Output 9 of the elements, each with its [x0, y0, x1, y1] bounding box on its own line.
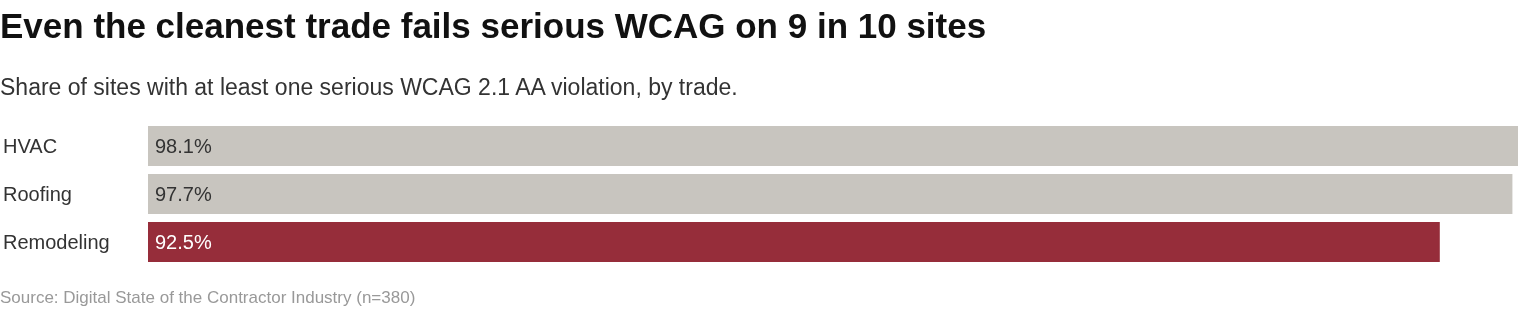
y-tick-label: Roofing [3, 183, 72, 205]
chart-subtitle: Share of sites with at least one serious WCAG 2.1 AA violation, by trade. [0, 73, 739, 102]
chart-title: Even the cleanest trade fails serious WCAG on 9 in 10 sites [0, 5, 988, 47]
data-label: 92.5% [155, 231, 212, 253]
y-tick-label: HVAC [3, 135, 58, 157]
data-label: 98.1% [155, 135, 212, 157]
y-tick-label: Remodeling [3, 231, 110, 253]
data-label: 97.7% [155, 183, 212, 205]
source-note: Source: Digital State of the Contractor Industry (n=380) [0, 287, 417, 308]
